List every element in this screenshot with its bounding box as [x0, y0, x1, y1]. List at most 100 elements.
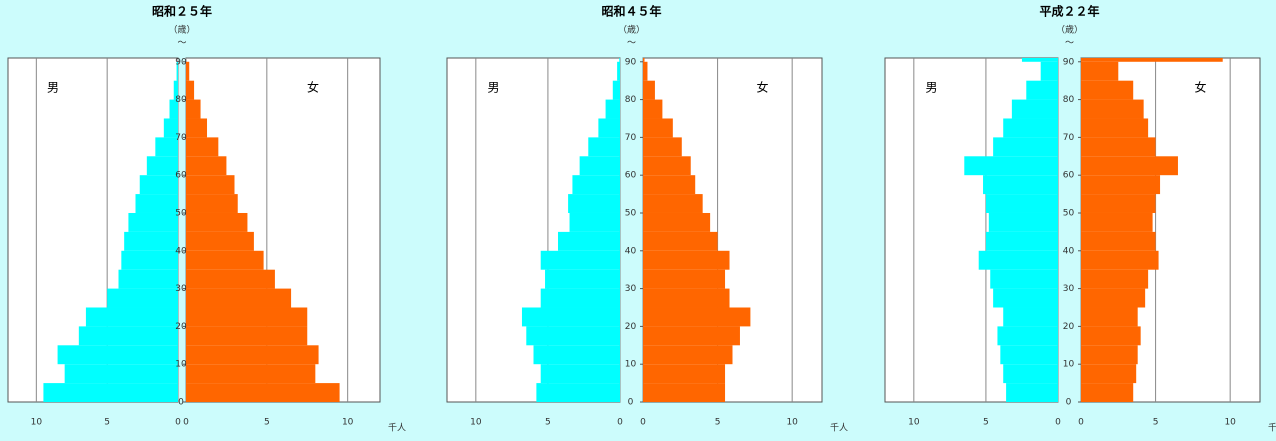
bar [643, 175, 696, 195]
bar [643, 137, 682, 157]
bar [57, 345, 179, 365]
legend-label: 男 [925, 81, 937, 95]
bar [643, 383, 726, 402]
bar [643, 118, 673, 138]
y-tick-label: 20 [625, 322, 637, 332]
bar [1081, 61, 1119, 81]
age-mark: 〜 [627, 39, 636, 49]
y-tick-label: 90 [175, 57, 187, 67]
bar [588, 137, 620, 157]
x-unit: 千人 [1268, 423, 1276, 434]
bar [1081, 364, 1137, 384]
bar [128, 212, 178, 232]
x-tick-label: 5 [1153, 418, 1159, 428]
x-tick-label: 10 [470, 418, 482, 428]
bar [540, 364, 620, 384]
bar [612, 80, 620, 100]
bar [135, 194, 178, 213]
x-tick-label: 10 [1224, 418, 1236, 428]
x-tick-label: 5 [983, 418, 989, 428]
bar [64, 364, 178, 384]
bar [1021, 58, 1058, 62]
bar [643, 326, 740, 346]
y-tick-label: 60 [1063, 171, 1075, 181]
y-tick-label: 70 [175, 133, 187, 143]
bar [643, 269, 726, 289]
y-tick-label: 30 [1063, 284, 1075, 294]
bar [1081, 269, 1149, 289]
bar [186, 137, 219, 157]
x-tick-label: 5 [545, 418, 551, 428]
legend-label: 女 [1194, 80, 1206, 95]
bar [186, 345, 319, 365]
y-tick-label: 70 [625, 133, 637, 143]
bar [1081, 231, 1156, 251]
legend-label: 男 [47, 81, 59, 95]
bar [1003, 307, 1058, 327]
bar [1081, 250, 1159, 270]
bar [643, 288, 730, 308]
bar [43, 383, 178, 402]
bar [643, 194, 703, 213]
x-tick-label: 0 [183, 418, 189, 428]
bar [1081, 175, 1161, 195]
bar [1081, 288, 1146, 308]
legend-label: 男 [487, 81, 499, 95]
bar [643, 364, 726, 384]
y-tick-label: 40 [1063, 246, 1075, 256]
age-mark: 〜 [1065, 39, 1074, 49]
bar [1081, 118, 1149, 138]
bar [1081, 80, 1134, 100]
bar [1006, 383, 1058, 402]
bar [526, 326, 620, 346]
x-tick-label: 10 [31, 418, 43, 428]
bar [643, 307, 751, 327]
bar [988, 212, 1058, 232]
bar [176, 61, 178, 81]
bar [1003, 364, 1058, 384]
y-tick-label: 80 [625, 95, 637, 105]
bar [186, 212, 248, 232]
bar [536, 383, 620, 402]
bar [1081, 212, 1153, 232]
x-tick-label: 5 [715, 418, 721, 428]
bar [1000, 345, 1058, 365]
bar [964, 156, 1058, 176]
y-tick-label: 50 [175, 208, 187, 218]
bar [1081, 307, 1138, 327]
bar [643, 212, 711, 232]
bar [985, 231, 1058, 251]
bar [155, 137, 178, 157]
legend-label: 女 [307, 80, 319, 95]
x-tick-label: 5 [104, 418, 110, 428]
y-tick-label: 90 [1063, 57, 1075, 67]
bar [533, 345, 620, 365]
chart-title: 昭和４５年 [601, 4, 661, 19]
bar [186, 194, 238, 213]
bar [173, 80, 178, 100]
bar [643, 250, 730, 270]
bar [186, 326, 308, 346]
y-tick-label: 90 [625, 57, 637, 67]
x-unit: 千人 [830, 423, 848, 434]
bar [1026, 80, 1058, 100]
age-unit: （歳） [1056, 24, 1083, 36]
bar [146, 156, 178, 176]
bar [993, 137, 1058, 157]
bar [139, 175, 178, 195]
bar [1081, 137, 1156, 157]
x-tick-label: 0 [1078, 418, 1084, 428]
legend-label: 女 [756, 80, 768, 95]
bar [540, 288, 620, 308]
bar [521, 307, 620, 327]
y-tick-label: 50 [1063, 208, 1075, 218]
y-tick-label: 60 [175, 171, 187, 181]
bar [186, 118, 208, 138]
bar [186, 364, 316, 384]
x-tick-label: 0 [1055, 418, 1061, 428]
bar [1081, 58, 1223, 62]
y-tick-label: 10 [1063, 360, 1075, 370]
y-tick-label: 70 [1063, 133, 1075, 143]
y-tick-label: 0 [178, 398, 184, 408]
